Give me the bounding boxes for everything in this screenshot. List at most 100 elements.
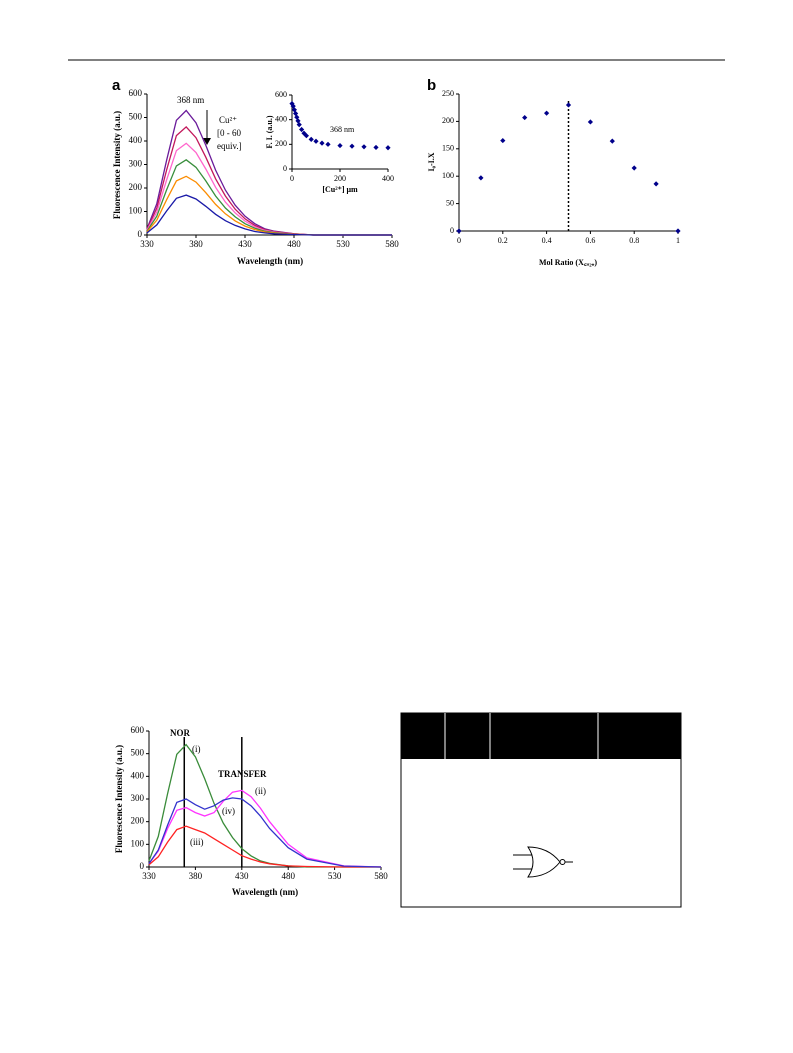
y-tick-label: 400 <box>129 135 143 145</box>
truth-table <box>400 712 682 908</box>
series-line <box>148 797 382 868</box>
data-point <box>587 119 593 125</box>
y-tick-label: 0 <box>283 164 287 173</box>
y-tick-label: 400 <box>275 114 287 123</box>
data-point <box>296 122 302 128</box>
x-tick-label: 480 <box>281 871 295 881</box>
x-tick-label: 0.2 <box>498 236 508 245</box>
x-tick-label: 330 <box>142 871 156 881</box>
data-point <box>337 142 343 149</box>
series-line <box>148 825 381 868</box>
x-tick-label: 580 <box>385 239 399 249</box>
x-tick-label: 380 <box>189 239 203 249</box>
y-tick-label: 100 <box>442 171 454 180</box>
annotation: (iii) <box>190 837 204 847</box>
y-tick-label: 200 <box>131 816 145 826</box>
data-point <box>522 114 528 121</box>
y-tick-label: 200 <box>129 182 143 192</box>
panel-label: a <box>112 77 121 94</box>
data-point <box>653 181 659 187</box>
x-tick-label: 330 <box>140 239 154 249</box>
y-tick-label: 500 <box>129 112 143 122</box>
annotation: (i) <box>192 744 201 754</box>
data-point <box>291 107 297 113</box>
series-line <box>146 159 392 236</box>
y-tick-label: 600 <box>129 88 143 98</box>
x-tick-label: 0 <box>290 174 294 183</box>
x-tick-label: 480 <box>287 239 301 249</box>
x-axis-label: Wavelength (nm) <box>237 256 303 266</box>
data-point <box>385 145 391 151</box>
annotation: [0 - 60 <box>217 128 241 138</box>
data-point <box>456 228 462 234</box>
nor-gate <box>513 846 573 878</box>
y-axis-label: Fluorescence Intensity (a.u.) <box>112 111 122 219</box>
x-axis-label: [Cu²⁺] μm <box>322 185 358 194</box>
annotation: NOR <box>170 728 191 738</box>
x-tick-label: 1 <box>676 236 680 245</box>
y-axis-label: Fluorescence Intensity (a.u.) <box>114 745 124 853</box>
data-point <box>361 144 367 150</box>
data-point <box>299 126 305 133</box>
data-point <box>373 144 379 151</box>
y-tick-label: 100 <box>131 838 145 848</box>
annotation: (iv) <box>222 806 235 816</box>
y-tick-label: 400 <box>131 770 145 780</box>
annotation: (ii) <box>255 786 266 796</box>
data-point <box>544 110 550 116</box>
annotation: 368 nm <box>330 125 355 134</box>
x-tick-label: 0.4 <box>542 236 552 245</box>
data-point <box>308 136 314 142</box>
x-tick-label: 430 <box>238 239 252 249</box>
y-tick-label: 0 <box>138 229 143 239</box>
y-tick-label: 0 <box>450 226 454 235</box>
x-tick-label: 580 <box>374 871 388 881</box>
table-header <box>401 713 681 759</box>
data-point <box>500 137 506 144</box>
x-tick-label: 0.8 <box>629 236 639 245</box>
y-tick-label: 250 <box>442 89 454 98</box>
x-tick-label: 0 <box>457 236 461 245</box>
y-tick-label: 500 <box>131 748 145 758</box>
y-axis-label: I₀-I.X <box>427 152 436 171</box>
data-point <box>675 228 681 234</box>
x-axis-label: Mol Ratio (X꜀ᵤ₂₊) <box>539 258 597 267</box>
x-tick-label: 200 <box>334 174 346 183</box>
data-point <box>303 133 309 139</box>
data-point <box>313 138 319 144</box>
x-tick-label: 530 <box>328 871 342 881</box>
y-tick-label: 150 <box>442 144 454 153</box>
annotation: 368 nm <box>177 95 204 105</box>
series-line <box>148 789 382 868</box>
data-point <box>609 138 615 144</box>
x-tick-label: 430 <box>235 871 249 881</box>
data-point <box>294 114 300 120</box>
data-point <box>293 110 299 117</box>
data-point <box>565 102 572 108</box>
y-tick-label: 200 <box>442 116 454 125</box>
x-tick-label: 400 <box>382 174 394 183</box>
x-tick-label: 380 <box>189 871 203 881</box>
panel-label: b <box>427 77 436 94</box>
y-axis-label: F. I. (a.u.) <box>265 115 274 148</box>
x-tick-label: 530 <box>336 239 350 249</box>
y-tick-label: 300 <box>131 793 145 803</box>
y-tick-label: 200 <box>275 139 287 148</box>
y-tick-label: 600 <box>275 90 287 99</box>
series-line <box>146 194 392 236</box>
annotation: equiv.] <box>217 141 242 151</box>
arrow-head <box>203 138 211 145</box>
data-point <box>631 165 637 171</box>
y-tick-label: 0 <box>140 861 145 871</box>
data-point <box>478 175 484 181</box>
annotation: Cu²⁺ <box>219 115 237 125</box>
y-tick-label: 300 <box>129 159 143 169</box>
x-axis-label: Wavelength (nm) <box>232 887 298 897</box>
annotation: TRANSFER <box>218 769 267 779</box>
y-tick-label: 100 <box>129 206 143 216</box>
y-tick-label: 600 <box>131 725 145 735</box>
data-point <box>325 141 331 147</box>
data-point <box>349 143 355 149</box>
data-point <box>319 140 325 146</box>
